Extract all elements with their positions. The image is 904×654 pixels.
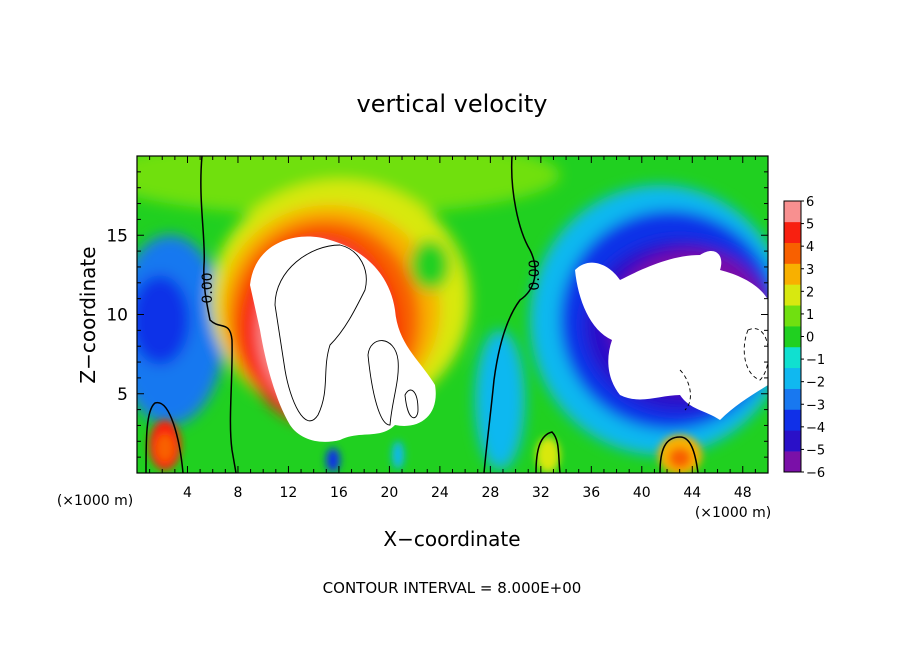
x-tick-label: 36 [582, 485, 600, 501]
x-unit-left: (×1000 m) [57, 493, 133, 509]
colorbar-swatch [784, 284, 801, 306]
chart-title: vertical velocity [357, 90, 548, 118]
x-tick-label: 44 [683, 485, 701, 501]
updraft-inner-contour-secondary [367, 340, 399, 426]
colorbar-swatch [784, 326, 801, 348]
colorbar-label: −5 [806, 443, 825, 458]
colorbar-swatch [784, 305, 801, 327]
heatmap-plot-area: 0.00 0.00 [137, 156, 768, 473]
contour-label-left: 0.00 [200, 272, 216, 303]
x-axis-label: X−coordinate [383, 527, 520, 551]
colorbar-swatch [784, 263, 801, 285]
zero-contour-right [483, 156, 536, 473]
x-tick-label: 32 [532, 485, 550, 501]
y-tick-label: 10 [106, 306, 128, 326]
colorbar-label: −1 [806, 353, 825, 368]
colorbar-swatch [784, 367, 801, 389]
colorbar-label: −4 [806, 421, 825, 436]
left-deep-blue-region [137, 275, 190, 365]
x-tick-label: 24 [431, 485, 449, 501]
right-blob-dark-orange [669, 448, 691, 468]
colorbar-label: 5 [806, 218, 814, 233]
colorbar-swatch [784, 388, 801, 410]
x-tick-label: 12 [280, 485, 298, 501]
contour-mid-bottom [535, 431, 561, 473]
finger-cyan-2 [392, 441, 404, 469]
contour-lines [145, 156, 699, 473]
y-tick-label: 15 [106, 226, 128, 246]
x-tick-label: 20 [380, 485, 398, 501]
updraft-core-white [250, 236, 436, 442]
x-tick-label: 4 [183, 485, 192, 501]
downdraft-dashed-contours [679, 328, 768, 411]
colorbar-swatch [784, 346, 801, 369]
mid-blob-yellow [536, 437, 560, 473]
colorbar-label: −6 [806, 466, 825, 481]
dashed-contour-right [743, 328, 768, 381]
updraft-inner-contour-main [274, 244, 367, 422]
colorbar: −6 −5 −4 −3 −2 −1 0 1 2 3 4 5 6 [783, 195, 825, 481]
updraft-inner-contour-small [404, 389, 419, 419]
downdraft-core-white [575, 250, 768, 420]
colorbar-swatch [784, 409, 801, 431]
colorbar-label: 0 [806, 331, 814, 346]
colorbar-label: 4 [806, 240, 814, 255]
y-axis-ticks: 5 10 15 [106, 171, 768, 458]
colorbar-label: 1 [806, 308, 814, 323]
colorbar-swatch [784, 430, 801, 452]
x-axis-ticks: 4 8 12 16 20 24 28 32 36 40 44 48 [149, 156, 756, 501]
colorbar-label: 6 [806, 195, 814, 210]
contour-labels: 0.00 0.00 [200, 259, 543, 303]
updraft-inner-contours [274, 244, 419, 426]
colorbar-label: 3 [806, 263, 814, 278]
y-tick-label: 5 [117, 385, 128, 405]
zero-contour-left [200, 156, 237, 473]
x-tick-label: 48 [734, 485, 752, 501]
colorbar-label: −3 [806, 398, 825, 413]
x-unit-right: (×1000 m) [695, 505, 771, 521]
colorbar-swatch [784, 451, 801, 473]
colorbar-label: 2 [806, 285, 814, 300]
contour-interval-note: CONTOUR INTERVAL = 8.000E+00 [323, 579, 582, 597]
colorbar-swatch [784, 201, 801, 223]
contour-label-right: 0.00 [527, 259, 543, 290]
colorbar-swatch [784, 221, 801, 243]
x-tick-label: 28 [481, 485, 499, 501]
contour-left-bottom [145, 402, 184, 473]
x-tick-label: 8 [233, 485, 242, 501]
colorbar-label: −2 [806, 376, 825, 391]
dashed-contour-lower [679, 369, 691, 411]
contour-right-bottom [659, 436, 699, 473]
center-cyan-region [475, 330, 525, 470]
x-tick-label: 16 [330, 485, 348, 501]
x-tick-label: 40 [633, 485, 651, 501]
colorbar-swatch [784, 242, 801, 264]
y-axis-label: Z−coordinate [76, 246, 100, 383]
upper-right-green-patch [410, 240, 450, 290]
finger-blue-1 [326, 448, 340, 472]
left-blob-orange [156, 434, 174, 462]
